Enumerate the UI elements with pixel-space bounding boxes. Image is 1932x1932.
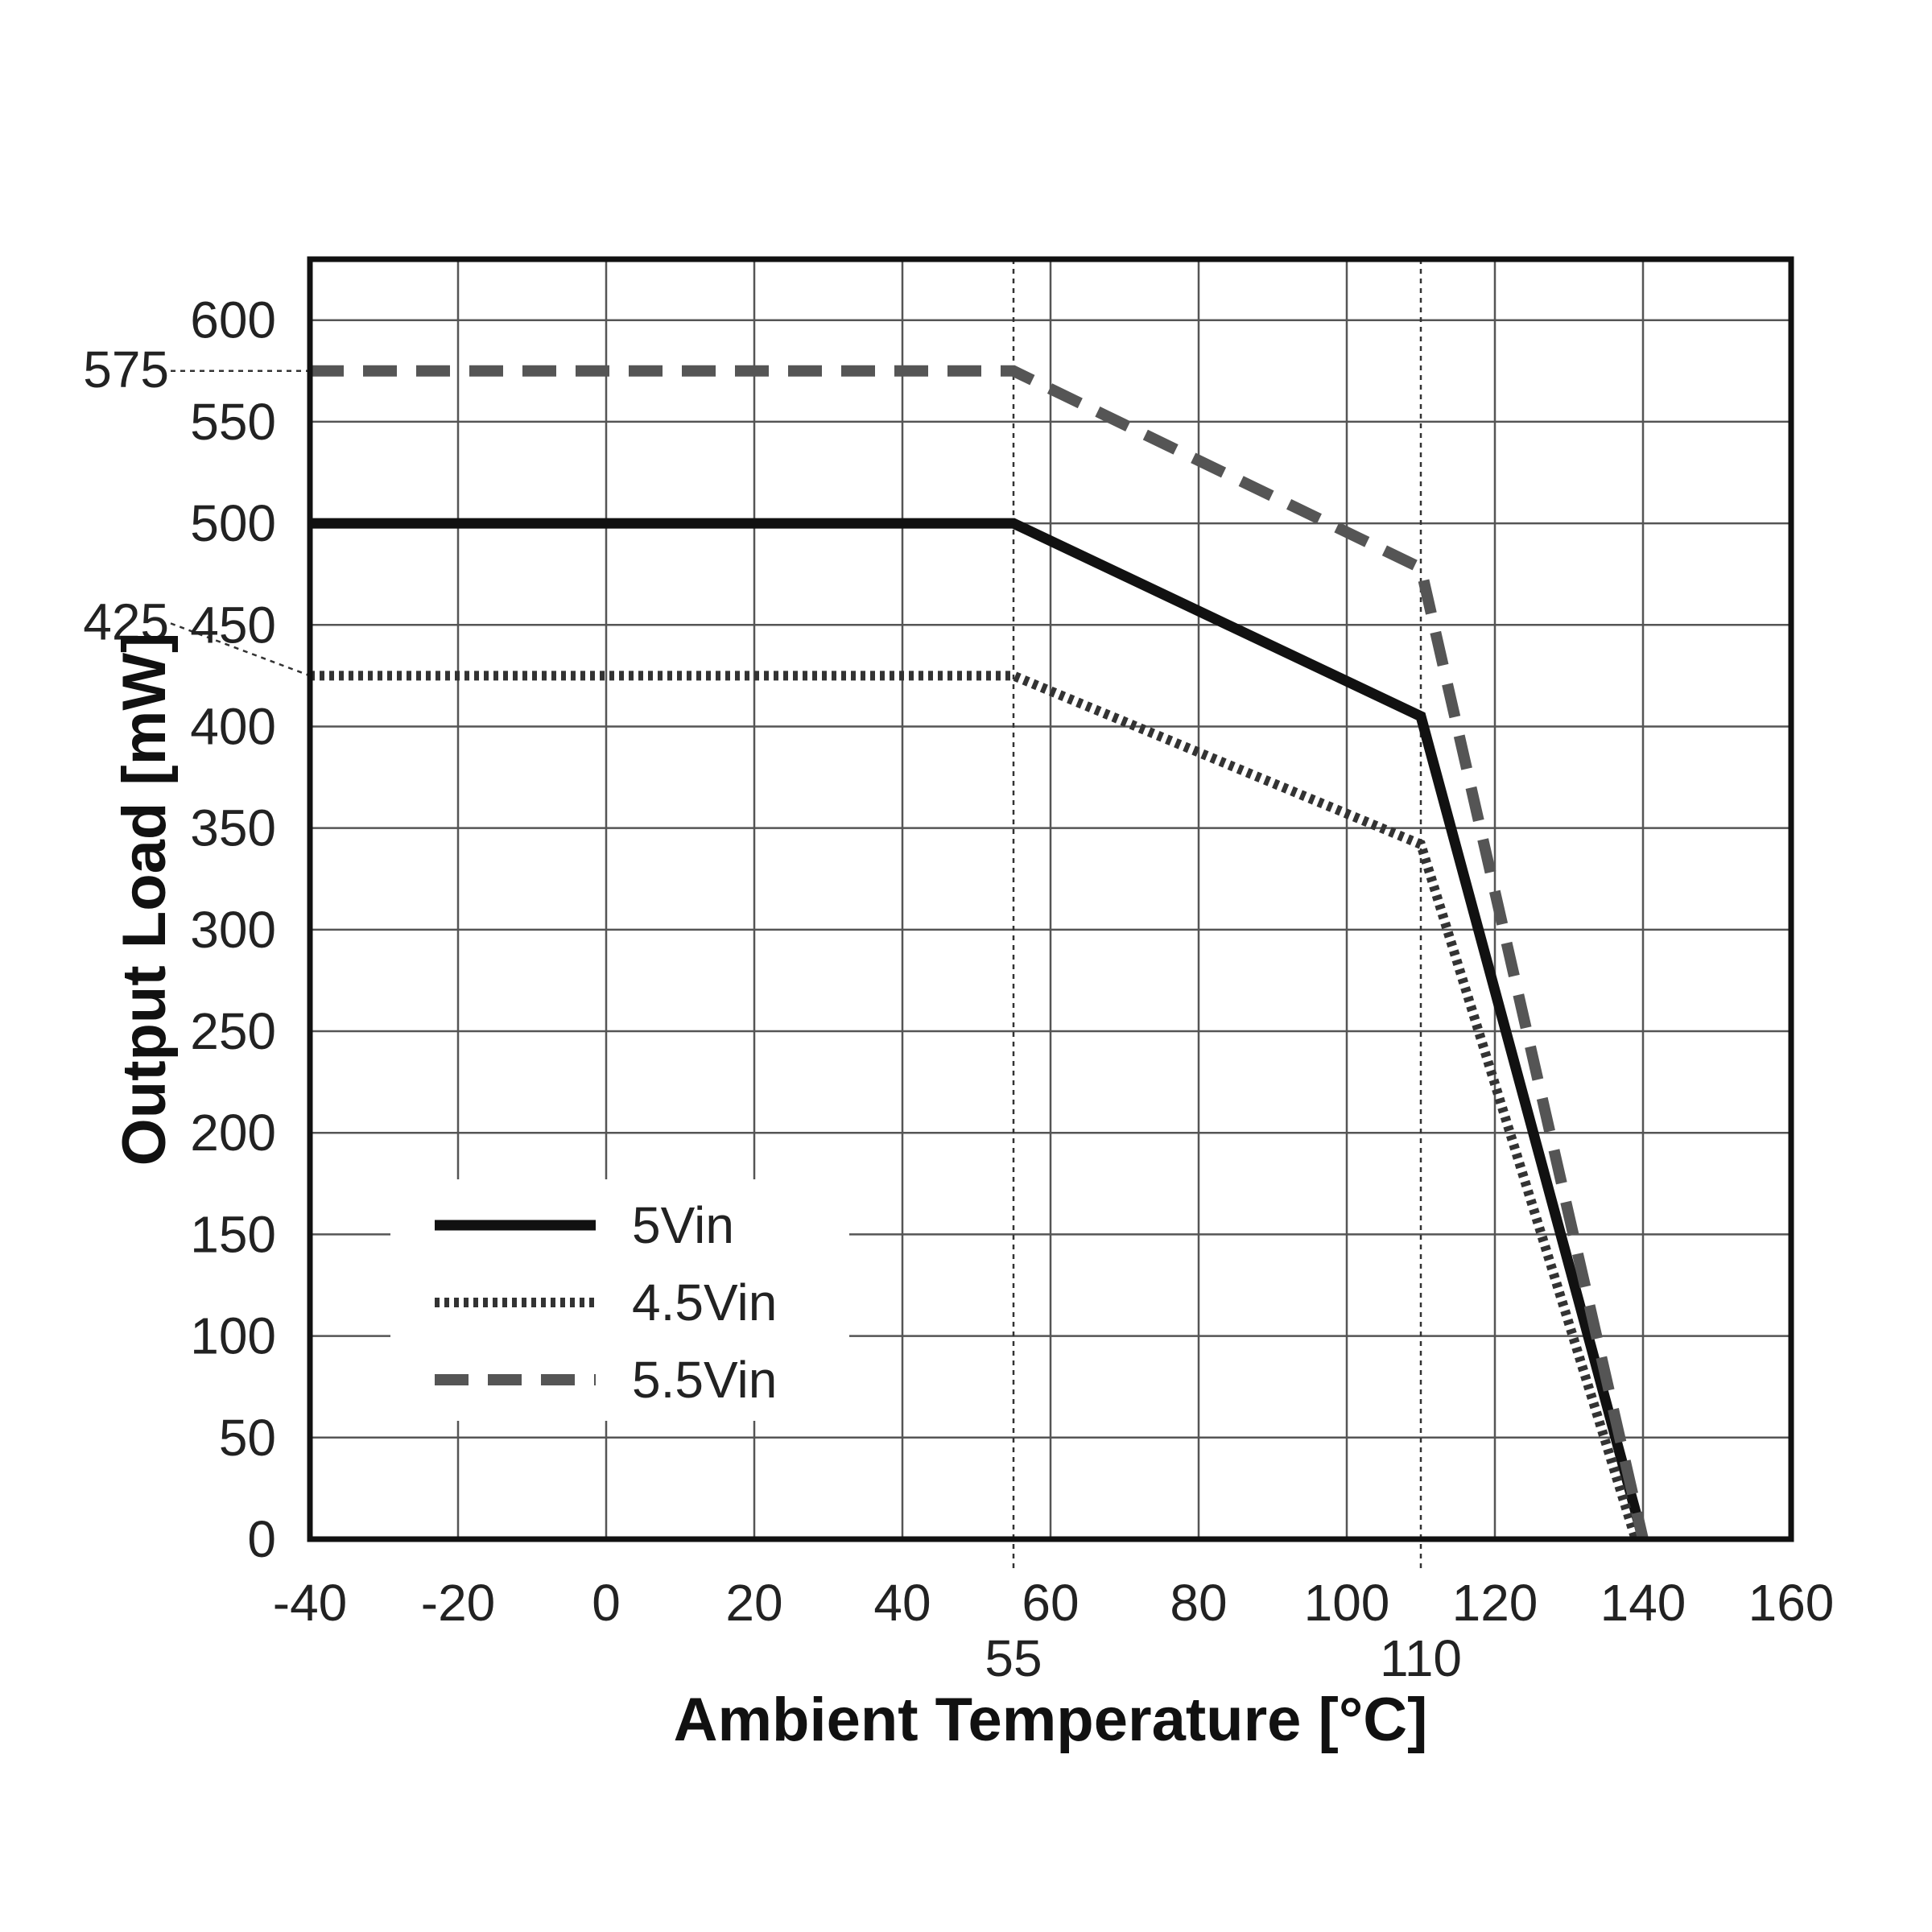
y-tick-label: 0	[247, 1510, 276, 1568]
series-lines	[310, 365, 1649, 1539]
annotation-label-y: 575	[83, 341, 169, 398]
x-tick-labels: -40 -20 0 20 40 60 80 100 120 140 160	[273, 1574, 1835, 1632]
y-tick-label: 150	[190, 1205, 276, 1263]
x-tick-label: 20	[725, 1574, 782, 1632]
y-tick-label: 400	[190, 697, 276, 755]
x-axis-title: Ambient Temperature [°C]	[674, 1686, 1428, 1754]
legend-label-3: 5.5Vin	[632, 1351, 777, 1409]
y-tick-label: 250	[190, 1002, 276, 1060]
x-tick-label: 140	[1600, 1574, 1686, 1632]
x-tick-label: 160	[1748, 1574, 1835, 1632]
y-tick-label: 300	[190, 901, 276, 959]
series-line-3	[310, 365, 1649, 1539]
legend: 5Vin 4.5Vin 5.5Vin	[390, 1179, 849, 1421]
y-tick-label: 450	[190, 596, 276, 654]
x-tick-label: 0	[592, 1574, 621, 1632]
x-tick-label: 40	[873, 1574, 931, 1632]
annotation-label-x: 55	[985, 1629, 1042, 1687]
x-tick-label: 120	[1452, 1574, 1538, 1632]
y-tick-label: 100	[190, 1307, 276, 1365]
x-tick-label: 80	[1170, 1574, 1227, 1632]
x-tick-label: -40	[273, 1574, 348, 1632]
y-tick-label: 200	[190, 1104, 276, 1162]
y-tick-label: 600	[190, 291, 276, 349]
y-axis-title: Output Load [mW]	[110, 633, 179, 1166]
legend-label-1: 5Vin	[632, 1196, 734, 1254]
series-line-2	[310, 671, 1641, 1539]
annotation-label-y: 425	[83, 592, 169, 650]
annotation-labels: 55 110 575 425	[83, 341, 1462, 1687]
annotation-label-x: 110	[1380, 1629, 1462, 1687]
plot-frame	[307, 256, 1794, 1542]
y-tick-label: 350	[190, 799, 276, 857]
y-tick-label: 500	[190, 494, 276, 552]
legend-label-2: 4.5Vin	[632, 1274, 777, 1331]
annotation-guides	[170, 259, 1422, 1571]
y-tick-label: 550	[190, 393, 276, 451]
x-tick-label: -20	[421, 1574, 496, 1632]
series-line-1	[310, 518, 1649, 1539]
x-tick-label: 100	[1304, 1574, 1390, 1632]
x-tick-label: 60	[1022, 1574, 1079, 1632]
y-tick-label: 50	[219, 1409, 276, 1467]
y-tick-labels: 0 50 100 150 200 250 300 350 400 450 500 550 600	[190, 291, 276, 1568]
